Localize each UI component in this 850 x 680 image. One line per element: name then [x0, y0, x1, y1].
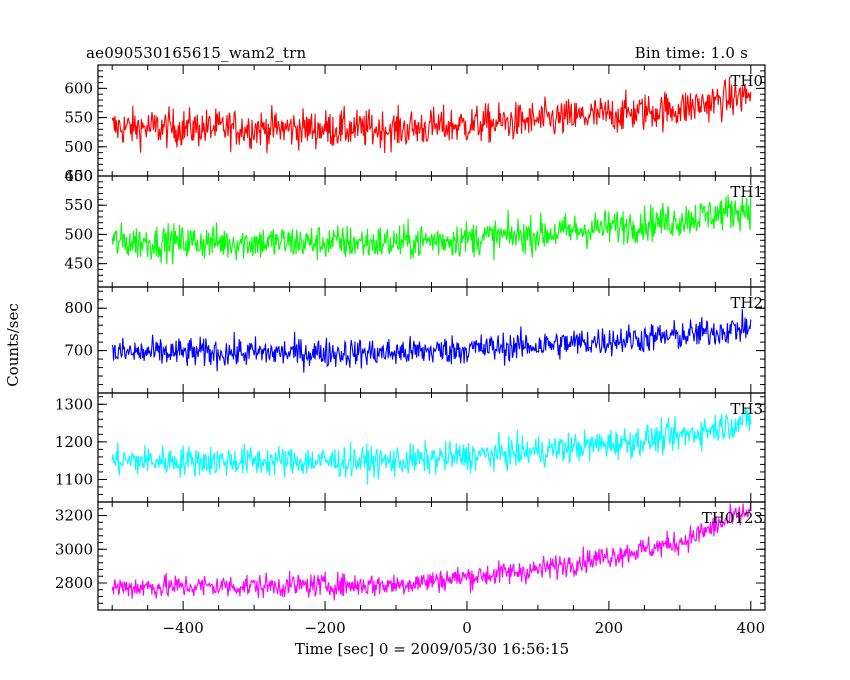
panel-th0: 450 500 550 600 TH0: [64, 64, 766, 185]
y-tick-label: 1200: [55, 433, 93, 451]
panel-th3: 1100 1200 1300 TH3: [55, 392, 766, 503]
y-tick-label: 550: [64, 196, 93, 214]
x-tick-label: −400: [163, 619, 204, 637]
y-tick-label: 1300: [55, 395, 93, 413]
series-name-th2: TH2: [730, 294, 763, 312]
y-tick-label: 800: [64, 299, 93, 317]
y-tick-label: 600: [64, 79, 93, 97]
series-line-th1: [111, 193, 752, 265]
y-tick-label: 1100: [55, 470, 93, 488]
y-tick-label: 550: [64, 109, 93, 127]
y-tick-label: 3000: [55, 540, 93, 558]
bin-time-label: Bin time: 1.0 s: [634, 44, 748, 62]
series-line-th0: [111, 76, 752, 154]
series-line-th3: [111, 408, 752, 485]
x-tick-label: 200: [595, 619, 624, 637]
series-name-th1: TH1: [730, 183, 763, 201]
y-axis-label: Counts/sec: [4, 303, 22, 387]
series-line-th0123: [111, 502, 752, 601]
y-tick-label: 500: [64, 225, 93, 243]
y-tick-label: 450: [64, 255, 93, 273]
y-tick-label: 450: [64, 167, 93, 185]
y-tick-label: 3200: [55, 507, 93, 525]
series-name-th3: TH3: [730, 400, 763, 418]
y-tick-label: 2800: [55, 574, 93, 592]
series-line-th2: [111, 308, 752, 373]
y-tick-label: 500: [64, 138, 93, 156]
x-axis-label: Time [sec] 0 = 2009/05/30 16:56:15: [295, 640, 569, 658]
series-name-th0: TH0: [730, 72, 763, 90]
x-tick-label: 400: [736, 619, 765, 637]
x-axis: −400 −200 0 200 400: [163, 619, 766, 637]
series-name-th0123: TH0123: [702, 509, 763, 527]
x-tick-label: −200: [304, 619, 345, 637]
y-tick-label: 700: [64, 342, 93, 360]
panels-layer: 450 500 550 600 TH0 450 500 550 600 TH1 700 800 TH2 1…: [55, 64, 766, 611]
panel-th2: 700 800 TH2: [64, 286, 766, 394]
panel-th0123: 2800 3000 3200 TH0123: [55, 501, 766, 611]
x-tick-label: 0: [462, 619, 472, 637]
panel-th1: 450 500 550 600 TH1: [64, 167, 766, 288]
panel-frame: [97, 501, 766, 611]
plot-title: ae090530165615_wam2_trn: [86, 44, 307, 62]
panel-frame: [97, 392, 766, 503]
panel-frame: [97, 175, 766, 288]
y-tick-label: 600: [64, 167, 93, 185]
